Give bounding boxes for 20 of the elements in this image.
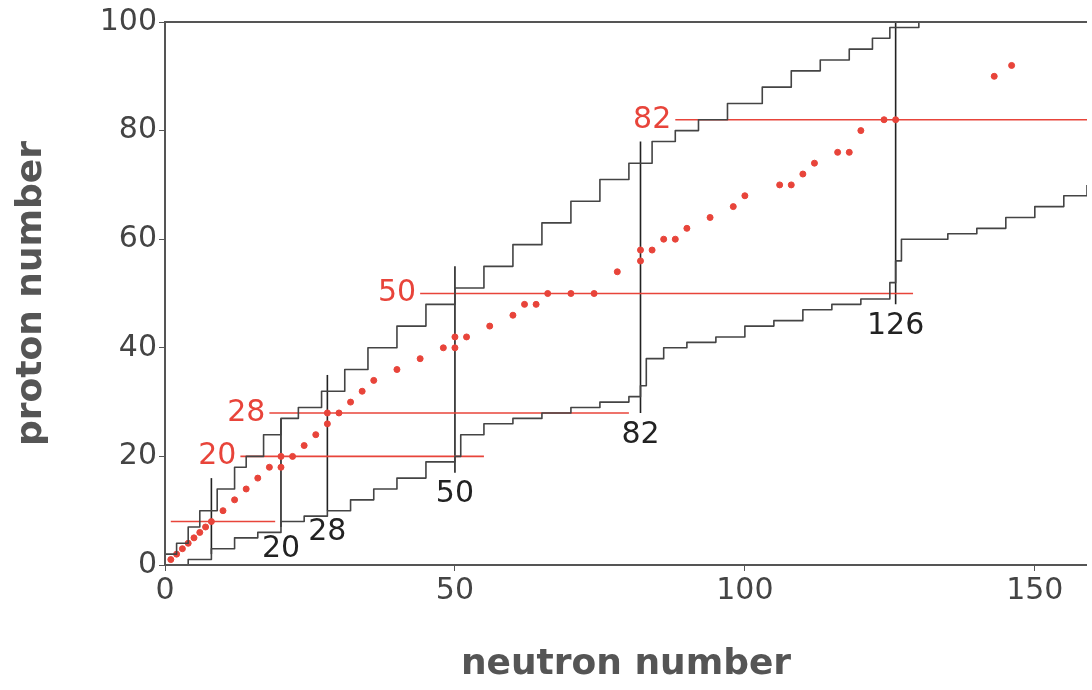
x-tick-label: 150 — [1006, 570, 1064, 606]
annotation: 20 — [198, 436, 237, 472]
annotation: 50 — [435, 474, 475, 510]
annotation: 28 — [227, 392, 266, 428]
annotation: 82 — [621, 414, 660, 450]
y-tick-label: 40 — [118, 327, 157, 363]
y-tick-label: 20 — [118, 436, 157, 472]
annotation: 82 — [633, 99, 672, 135]
y-tick-label: 80 — [118, 110, 157, 146]
annotation: 20 — [261, 528, 301, 564]
y-tick-label: 100 — [99, 1, 157, 37]
y-tick-label: 0 — [137, 544, 157, 580]
annotation: 28 — [308, 512, 347, 548]
annotation: 126 — [867, 306, 925, 342]
y-axis-title: proton number — [7, 140, 49, 447]
y-tick-label: 60 — [118, 219, 157, 254]
annotation: 50 — [377, 273, 417, 309]
x-tick-label: 50 — [435, 570, 475, 606]
x-axis-title: neutron number — [460, 640, 792, 682]
x-tick-label: 100 — [716, 570, 774, 606]
